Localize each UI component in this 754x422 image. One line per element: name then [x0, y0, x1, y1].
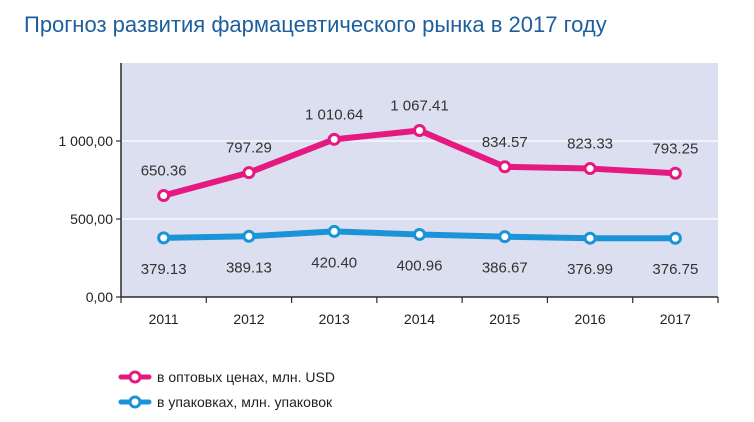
data-point: [157, 189, 171, 203]
legend-swatch-marker: [128, 395, 142, 409]
data-point: [327, 224, 341, 238]
data-point: [327, 132, 341, 146]
data-label: 420.40: [311, 254, 357, 271]
data-point: [583, 162, 597, 176]
x-tick-label: 2012: [233, 311, 264, 327]
data-point: [413, 227, 426, 241]
y-tick-label: 500,00: [70, 211, 113, 227]
x-tick-label: 2016: [574, 311, 605, 327]
data-label: 797.29: [226, 140, 272, 157]
x-tick-label: 2015: [489, 311, 520, 327]
legend-label: в оптовых ценах, млн. USD: [157, 369, 335, 385]
data-point: [413, 123, 426, 137]
x-tick-label: 2013: [319, 311, 350, 327]
y-tick-label: 1 000,00: [59, 133, 114, 149]
legend-label: в упаковках, млн. упаковок: [157, 394, 333, 410]
data-point: [157, 231, 171, 245]
data-point: [498, 230, 512, 244]
chart-title: Прогноз развития фармацевтического рынка…: [24, 12, 607, 37]
data-point: [668, 166, 682, 180]
x-tick-label: 2017: [660, 311, 691, 327]
data-label: 1 010.64: [305, 106, 363, 123]
data-label: 834.57: [482, 134, 528, 151]
x-tick-label: 2011: [149, 311, 179, 327]
y-tick-label: 0,00: [86, 289, 113, 305]
data-label: 389.13: [226, 259, 272, 276]
data-point: [583, 231, 597, 245]
data-label: 823.33: [567, 136, 613, 153]
data-point: [668, 231, 682, 245]
data-point: [242, 229, 256, 243]
data-label: 386.67: [482, 260, 528, 277]
data-label: 650.36: [141, 163, 187, 180]
legend-swatch-marker: [128, 370, 142, 384]
data-label: 379.13: [141, 261, 187, 278]
data-label: 400.96: [397, 257, 443, 274]
data-point: [498, 160, 512, 174]
data-point: [242, 166, 256, 180]
data-label: 376.75: [652, 261, 698, 278]
data-label: 793.25: [652, 140, 698, 157]
x-tick-label: 2014: [404, 311, 435, 327]
data-label: 376.99: [567, 261, 613, 278]
data-label: 1 067.41: [390, 97, 448, 114]
